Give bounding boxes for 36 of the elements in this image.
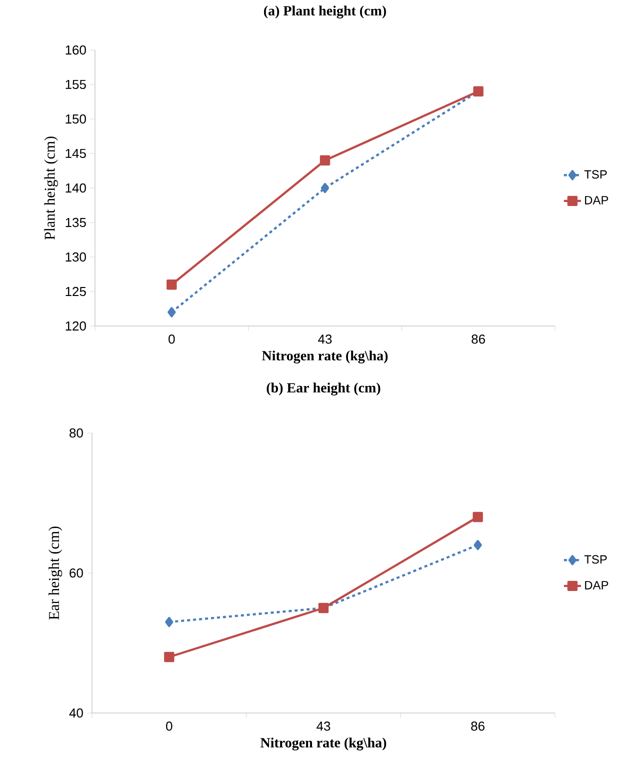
- x-tick-label: 0: [168, 334, 175, 344]
- point: [165, 616, 174, 628]
- legend-label: DAP: [585, 196, 608, 204]
- x-tick-label: 43: [316, 722, 330, 731]
- x-tick-label: 86: [471, 722, 484, 731]
- point: [472, 512, 483, 522]
- x-tick-label: 43: [318, 334, 332, 344]
- y-tick-label: 155: [66, 80, 86, 90]
- y-tick-label: 150: [66, 114, 86, 124]
- y-tick-label: 140: [66, 183, 86, 193]
- y-tick-label: 135: [66, 218, 86, 228]
- y-tick-label: 130: [66, 252, 86, 262]
- y-tick-label: 40: [69, 708, 83, 718]
- y-tick-label: 145: [66, 148, 86, 158]
- x-axis-title: Nitrogen rate (kg\ha): [260, 738, 386, 750]
- point: [166, 279, 177, 290]
- chart-title: (a) Plant height (cm): [264, 6, 386, 18]
- point: [168, 307, 176, 318]
- chart-title: (b) Ear height (cm): [266, 382, 380, 396]
- y-tick-label: 80: [70, 428, 83, 438]
- y-axis-title: Ear height (cm): [48, 526, 62, 620]
- y-axis-title: Plant height (cm): [44, 136, 58, 240]
- point: [164, 652, 174, 662]
- point: [474, 540, 482, 550]
- x-tick-label: 0: [166, 722, 172, 731]
- legend-label: TSP: [584, 555, 607, 564]
- y-tick-label: 60: [70, 568, 83, 578]
- point: [320, 182, 330, 194]
- y-tick-label: 120: [66, 321, 86, 331]
- x-axis-title: Nitrogen rate (kg\ha): [262, 350, 388, 364]
- x-tick-label: 86: [472, 334, 485, 344]
- legend-label: TSP: [584, 170, 607, 179]
- y-tick-label: 125: [66, 286, 86, 296]
- y-tick-label: 160: [66, 45, 86, 55]
- point: [320, 155, 330, 166]
- legend-label: DAP: [585, 581, 608, 590]
